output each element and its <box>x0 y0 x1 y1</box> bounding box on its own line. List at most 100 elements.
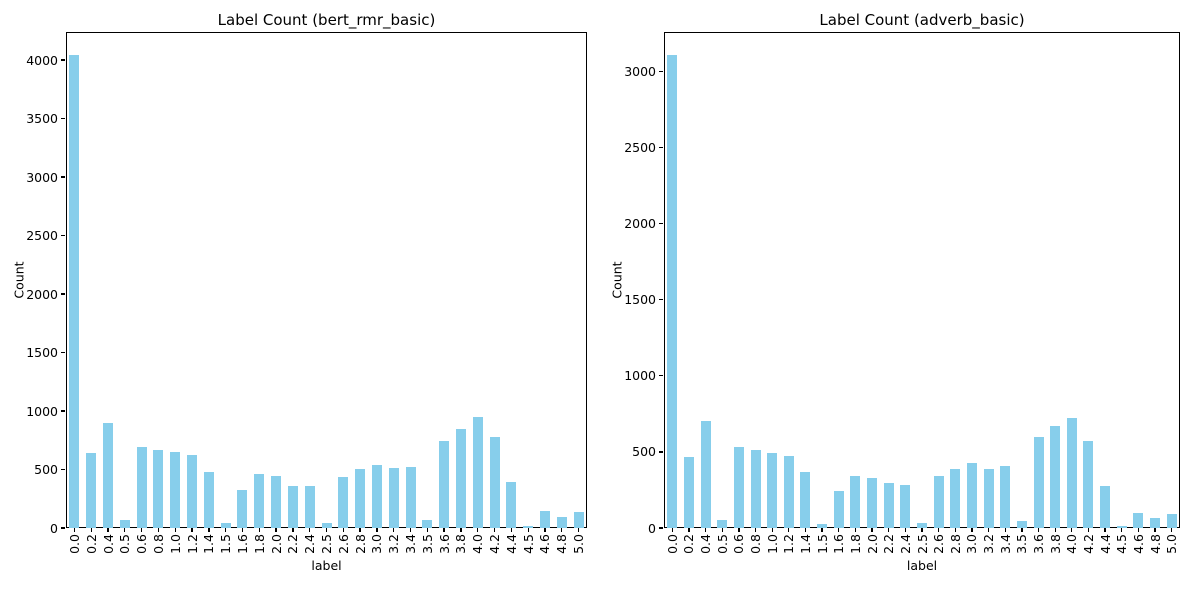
x-tick-label: 3.4 <box>403 534 419 554</box>
y-tick-label: 3000 <box>26 169 58 185</box>
x-tick <box>854 528 857 532</box>
x-tick-label: 1.6 <box>234 534 250 554</box>
x-tick <box>1054 528 1056 532</box>
x-tick <box>510 528 513 532</box>
y-tick-label: 2000 <box>26 286 58 302</box>
y-tick <box>659 527 663 529</box>
x-tick <box>1137 528 1140 532</box>
x-tick <box>544 528 546 532</box>
bar <box>103 423 114 528</box>
x-tick <box>208 528 210 532</box>
y-tick <box>61 468 65 471</box>
bar <box>917 523 927 528</box>
x-tick <box>821 528 823 532</box>
x-tick <box>888 528 890 532</box>
bar <box>1066 417 1077 528</box>
y-tick-label: 3000 <box>624 64 656 80</box>
x-tick <box>241 528 244 532</box>
x-tick <box>493 528 496 532</box>
x-tick-label: 0.8 <box>150 534 166 554</box>
bar <box>489 437 500 528</box>
x-tick-label: 0.5 <box>117 534 133 554</box>
x-tick <box>771 528 773 532</box>
x-tick <box>561 528 563 532</box>
x-tick-label: 2.2 <box>285 534 301 554</box>
x-tick <box>1104 528 1106 532</box>
x-tick-label: 1.4 <box>797 534 813 554</box>
x-tick-label: 2.5 <box>319 534 334 554</box>
x-tick <box>157 528 160 532</box>
bar <box>1116 526 1127 528</box>
bar <box>455 429 466 528</box>
x-tick-label: 0.5 <box>714 534 730 554</box>
y-tick-label: 500 <box>632 444 656 460</box>
bar <box>69 55 80 528</box>
x-tick-label: 4.5 <box>520 534 536 554</box>
y-tick <box>61 117 65 120</box>
bar <box>1016 521 1027 528</box>
x-tick-label: 1.5 <box>218 534 234 554</box>
y-tick <box>659 451 663 453</box>
x-tick <box>937 528 940 532</box>
bar <box>767 453 778 528</box>
bar <box>271 475 282 528</box>
x-tick-label: 4.8 <box>554 534 570 554</box>
x-tick <box>342 528 344 532</box>
bar <box>371 464 382 528</box>
x-tick <box>443 528 445 532</box>
chart-title: Label Count (bert_rmr_basic) <box>217 11 436 29</box>
bar <box>338 477 349 528</box>
bar <box>1083 441 1094 528</box>
bar <box>883 483 894 528</box>
x-tick-label: 3.6 <box>436 534 452 554</box>
x-tick-label: 4.4 <box>1097 534 1113 554</box>
x-tick <box>1154 528 1156 532</box>
x-tick-label: 1.6 <box>831 534 847 554</box>
y-tick-label: 4000 <box>26 52 58 68</box>
y-tick-label: 3500 <box>26 111 58 127</box>
x-tick-label: 2.5 <box>914 534 930 554</box>
bar <box>1033 437 1044 528</box>
x-tick <box>904 528 906 532</box>
x-tick-label: 2.0 <box>268 534 284 554</box>
x-tick-label: 3.2 <box>981 534 997 554</box>
bar <box>700 421 711 528</box>
x-tick-label: 3.8 <box>1047 534 1063 554</box>
x-tick-label: 2.4 <box>302 534 318 554</box>
bar <box>287 486 298 528</box>
y-tick-label: 2500 <box>26 228 58 244</box>
plot-area: 0 500 1000 1500 2000 2500 3000 0.0 0.2 0.4 0.5 0.6 0… <box>624 32 1180 554</box>
x-tick <box>738 528 740 532</box>
bar <box>717 520 728 528</box>
y-tick <box>61 293 65 295</box>
y-tick-label: 2500 <box>624 140 656 156</box>
x-tick <box>788 528 790 532</box>
x-tick <box>1004 528 1006 532</box>
x-tick <box>275 528 277 532</box>
x-tick-label: 1.5 <box>814 534 830 554</box>
x-tick <box>1021 528 1023 532</box>
y-tick <box>61 234 65 237</box>
bar <box>1166 514 1177 528</box>
x-tick <box>409 528 412 532</box>
x-tick-label: 4.6 <box>1130 534 1146 554</box>
x-tick <box>477 528 479 532</box>
x-tick <box>174 528 176 532</box>
x-tick <box>325 528 328 532</box>
x-tick-label: 2.6 <box>931 534 947 554</box>
x-tick <box>921 528 923 532</box>
y-tick <box>61 176 65 178</box>
bar <box>355 468 366 528</box>
bar <box>900 484 911 528</box>
x-tick <box>73 528 76 532</box>
x-tick <box>140 528 143 532</box>
x-tick-label: 4.2 <box>1080 534 1096 554</box>
bar <box>388 468 399 528</box>
y-tick-label: 2000 <box>624 216 656 232</box>
x-tick <box>971 528 973 532</box>
bar <box>800 471 811 528</box>
x-tick-label: 4.2 <box>487 534 503 554</box>
y-tick-label: 0 <box>648 520 656 536</box>
x-tick-label: 1.8 <box>251 534 267 554</box>
x-tick-label: 4.8 <box>1147 534 1163 554</box>
